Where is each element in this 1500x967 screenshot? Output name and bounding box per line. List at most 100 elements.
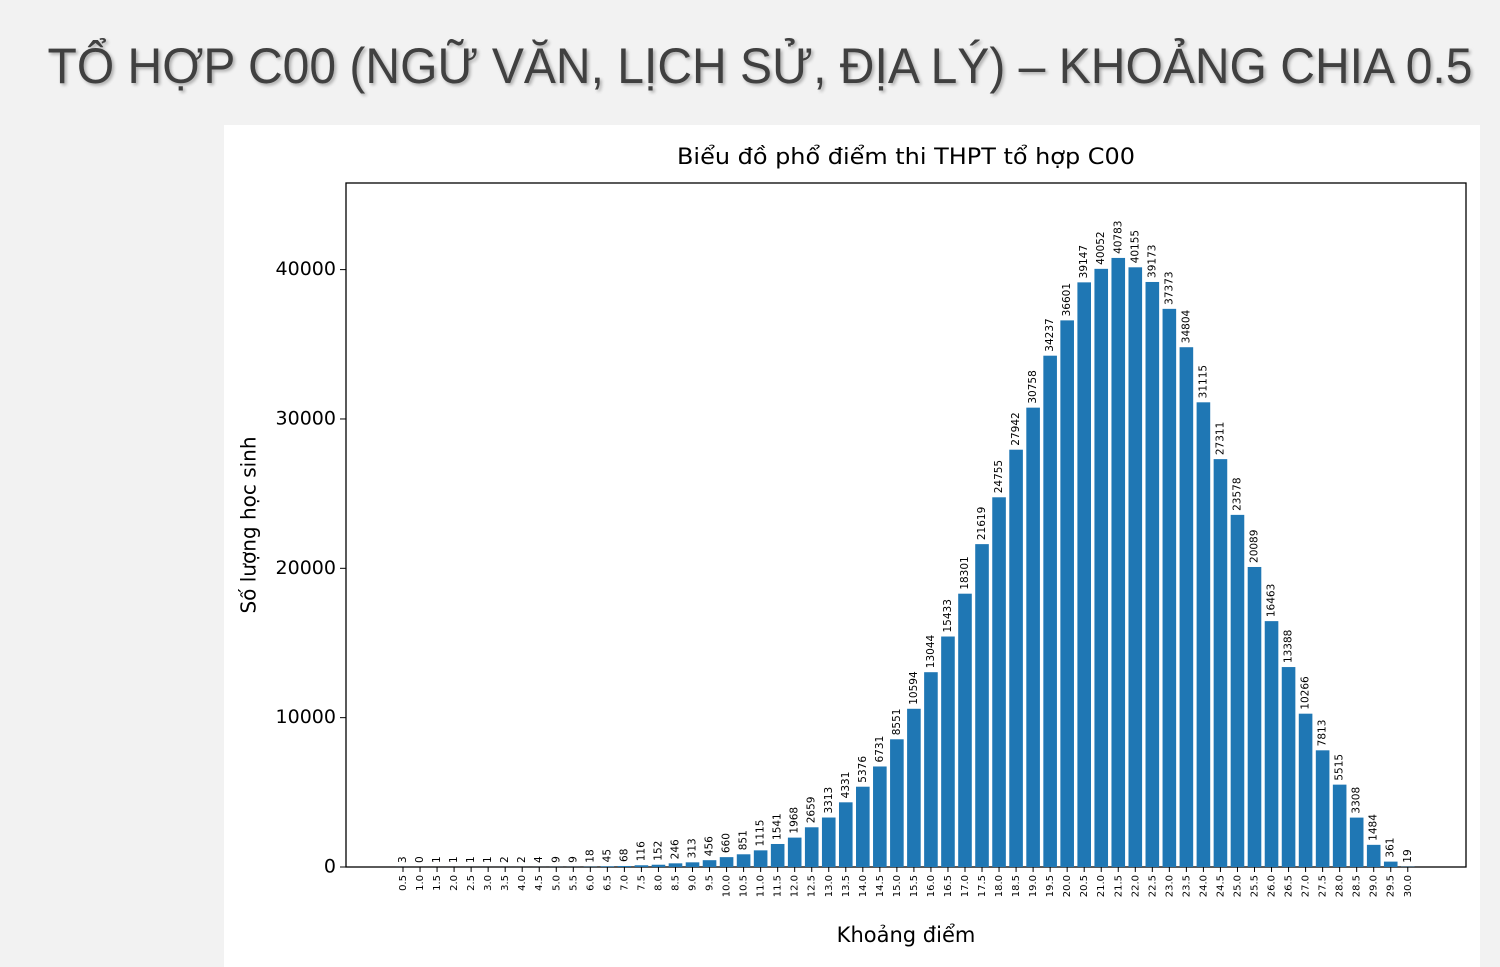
value-label: 1541 [772,813,784,840]
value-label: 1484 [1368,814,1380,841]
x-tick-label: 21.0 [1096,875,1107,897]
value-label: 0 [414,856,426,863]
x-tick-label: 16.5 [943,875,954,897]
bar [1383,861,1398,867]
bar [1247,566,1262,867]
x-tick-label: 26.5 [1284,875,1295,897]
bar [958,593,972,867]
bar [1145,281,1160,867]
value-label: 18301 [959,556,971,589]
value-label: 313 [687,838,699,858]
x-tick-label: 27.0 [1301,875,1312,897]
bar [975,544,989,867]
bar [685,862,700,867]
value-label: 9 [567,856,579,863]
x-tick-label: 15.0 [892,875,903,897]
value-label: 31115 [1197,365,1209,398]
x-tick-label: 17.5 [977,875,988,897]
x-tick-label: 7.0 [619,875,630,891]
x-tick-label: 25.5 [1250,875,1261,897]
value-label: 13388 [1283,630,1295,663]
bar [1026,407,1040,867]
x-tick-label: 1.0 [415,875,426,891]
x-tick-label: 10.0 [722,875,733,897]
value-label: 39173 [1146,245,1158,278]
x-tick-label: 18.5 [1011,875,1022,897]
x-tick-label: 6.0 [585,875,596,891]
x-tick-label: 7.5 [636,875,647,891]
value-label: 1 [482,856,494,863]
y-tick-label: 30000 [276,407,336,429]
x-tick-label: 24.0 [1198,875,1209,897]
bar [1179,347,1194,867]
value-label: 6731 [874,736,886,763]
value-label: 152 [652,841,664,861]
value-label: 361 [1385,838,1397,858]
slide-title: TỔ HỢP C00 (NGỮ VĂN, LỊCH SỬ, ĐỊA LÝ) – … [48,37,1473,94]
x-tick-label: 14.5 [875,875,886,897]
y-tick-label: 20000 [276,557,336,579]
x-tick-label: 4.0 [517,875,528,891]
value-label: 40052 [1095,231,1107,264]
x-tick-label: 28.0 [1335,875,1346,897]
bar [1366,844,1381,867]
value-label: 1 [431,856,443,863]
x-tick-label: 4.5 [534,875,545,891]
value-label: 246 [669,839,681,859]
value-label: 7813 [1317,720,1329,747]
x-tick-label: 0.5 [398,875,409,891]
bar [1111,257,1126,867]
value-label: 27942 [1010,412,1022,445]
value-label: 37373 [1163,271,1175,304]
bar [753,850,768,867]
bar [1009,449,1023,867]
value-label: 3308 [1351,787,1363,814]
value-label: 1968 [789,807,801,834]
x-tick-label: 2.5 [466,875,477,891]
y-axis-label: Số lượng học sinh [237,436,261,613]
value-label: 3313 [823,787,835,814]
value-label: 1115 [755,820,767,847]
x-tick-label: 12.0 [790,875,801,897]
value-label: 16463 [1266,584,1278,617]
value-label: 10594 [908,671,920,705]
x-tick-label: 24.5 [1215,875,1226,897]
bar [838,802,853,867]
bar [1315,750,1330,867]
x-tick-label: 23.0 [1164,875,1175,897]
x-tick-label: 20.5 [1079,875,1090,897]
x-tick-label: 27.5 [1318,875,1329,897]
bar [1298,713,1313,867]
bar [804,827,819,867]
bar [634,865,649,867]
value-label: 13044 [925,634,937,668]
value-label: 40155 [1129,230,1141,263]
bar [787,837,802,867]
x-tick-label: 20.0 [1062,875,1073,897]
value-label: 20089 [1249,530,1261,563]
bar [617,865,632,867]
bar [1230,514,1245,867]
value-label: 18 [584,849,596,862]
bar [992,497,1006,867]
value-label: 68 [618,849,630,862]
x-tick-label: 13.5 [841,875,852,897]
value-label: 4331 [840,772,852,799]
value-label: 5515 [1334,754,1346,781]
bar [856,786,870,867]
value-label: 10266 [1300,676,1312,710]
x-tick-label: 1.5 [432,875,443,891]
value-label: 34237 [1044,318,1056,351]
bar [941,636,955,867]
bar [1060,320,1074,867]
x-tick-label: 19.0 [1028,875,1039,897]
bar [924,672,938,867]
bar [1281,667,1296,867]
bar [1213,459,1228,867]
value-label: 19 [1402,849,1414,862]
value-label: 456 [704,836,716,856]
value-label: 2 [499,856,511,863]
value-label: 2 [516,856,528,863]
